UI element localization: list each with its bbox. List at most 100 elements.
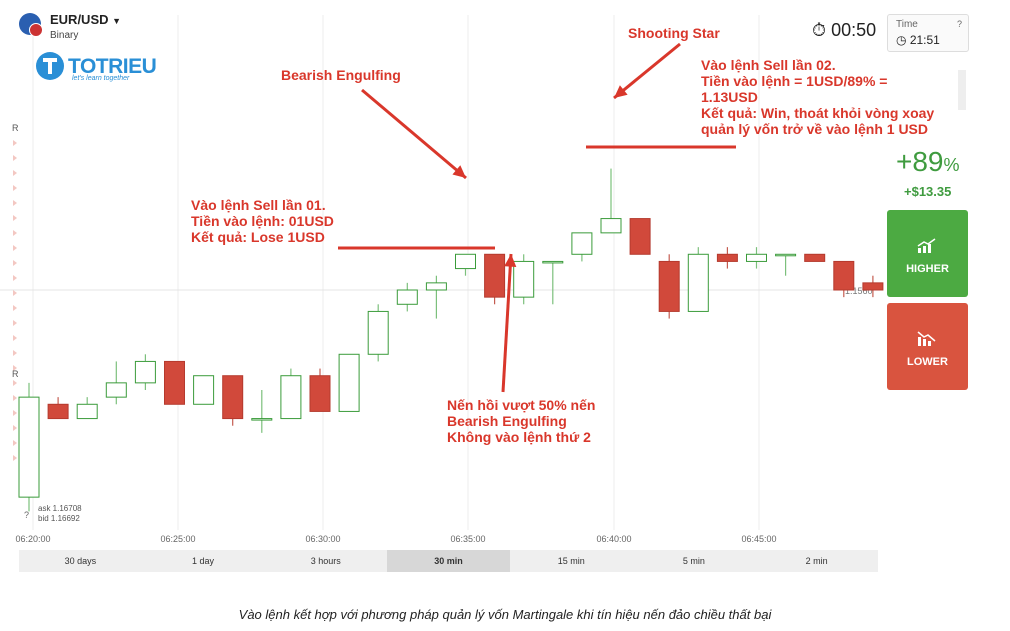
bear-candle xyxy=(309,375,331,412)
arrow-shooting-star-head xyxy=(614,85,628,98)
annotation-line: Bearish Engulfing xyxy=(447,413,567,429)
arrow-retrace-head xyxy=(504,254,517,267)
annotation-line: Tiền vào lệnh: 01USD xyxy=(191,213,334,229)
side-arrow-icon xyxy=(13,455,17,461)
timeframe-option[interactable]: 3 hours xyxy=(310,556,341,566)
payout-profit: +$13.35 xyxy=(904,184,952,199)
bear-candle xyxy=(804,253,826,262)
ask-value: ask 1.16708 xyxy=(38,504,82,513)
lower-button[interactable]: LOWER xyxy=(887,303,968,390)
annotation-line: Kết quả: Lose 1USD xyxy=(191,229,325,245)
higher-label: HIGHER xyxy=(906,263,949,275)
bull-candle xyxy=(193,375,215,405)
bear-candle xyxy=(484,253,506,298)
side-arrow-icon xyxy=(13,305,17,311)
bull-candle xyxy=(396,289,418,305)
trend-up-icon xyxy=(917,238,936,253)
side-arrow-icon xyxy=(13,200,17,206)
timeframe-option[interactable]: 30 min xyxy=(387,550,510,572)
trend-down-icon xyxy=(917,331,936,346)
timer-value: 00:50 xyxy=(831,20,877,40)
bull-candle xyxy=(600,218,622,234)
timeframe-option[interactable]: 2 min xyxy=(805,556,828,566)
bear-candle xyxy=(716,253,738,262)
bull-candle xyxy=(775,253,797,257)
logo-text: TOTRIEU xyxy=(68,55,157,78)
side-arrow-icon xyxy=(13,245,17,251)
annotation-line: Không vào lệnh thứ 2 xyxy=(447,429,591,445)
payout-percent: +89% xyxy=(896,146,960,178)
bear-candle xyxy=(862,282,884,291)
annotation-line: Vào lệnh Sell lần 01. xyxy=(191,197,326,213)
bull-candle xyxy=(251,418,273,421)
bear-candle xyxy=(658,260,680,312)
payout-value: +89 xyxy=(896,146,944,177)
annotation-line: Kết quả: Win, thoát khỏi vòng xoay xyxy=(701,105,935,121)
time-value: ◷ 21:51 xyxy=(896,33,940,47)
bull-candle xyxy=(746,253,767,262)
stopwatch-icon: ⏱ xyxy=(812,20,827,40)
bull-candle xyxy=(542,260,564,264)
annotation-line: Tiền vào lệnh = 1USD/89% = xyxy=(701,73,888,89)
x-tick-label: 06:20:00 xyxy=(15,534,50,544)
x-tick-label: 06:45:00 xyxy=(741,534,776,544)
timeframe-option[interactable]: 15 min xyxy=(557,556,585,566)
bear-candle xyxy=(222,375,244,420)
arrow-bearish-engulfing-head xyxy=(452,165,466,178)
bear-candle xyxy=(629,218,651,255)
timeframe-option[interactable]: 30 days xyxy=(64,556,97,566)
bear-candle xyxy=(164,360,185,405)
side-arrow-icon xyxy=(13,290,17,296)
bull-candle xyxy=(134,360,156,384)
logo-icon xyxy=(34,50,68,87)
side-arrow-icon xyxy=(13,380,17,386)
side-arrow-icon xyxy=(13,365,17,371)
annotation-line: Nến hồi vượt 50% nến xyxy=(447,397,596,413)
side-scroll[interactable] xyxy=(958,70,966,110)
side-arrow-icon xyxy=(13,170,17,176)
annotation-shooting-star: Shooting Star xyxy=(628,25,720,41)
annotation-retrace: Nến hồi vượt 50% nến Bearish Engulfing K… xyxy=(447,397,595,445)
bull-candle xyxy=(280,375,302,420)
logo-tagline: let's learn together xyxy=(72,75,130,82)
x-tick-label: 06:40:00 xyxy=(596,534,631,544)
side-arrow-icon xyxy=(13,350,17,356)
side-arrow-icon xyxy=(13,335,17,341)
x-tick-label: 06:30:00 xyxy=(305,534,340,544)
bull-candle xyxy=(105,382,127,398)
side-arrow-icon xyxy=(13,155,17,161)
time-value-text: 21:51 xyxy=(909,33,940,47)
figure-caption: Vào lệnh kết hợp với phương pháp quản lý… xyxy=(238,607,772,622)
x-tick-label: 06:25:00 xyxy=(160,534,195,544)
annotation-line: quản lý vốn trở về vào lệnh 1 USD xyxy=(701,121,929,137)
flag-icon xyxy=(19,13,43,37)
arrow-retrace xyxy=(501,253,513,393)
help-icon[interactable]: ? xyxy=(956,19,962,29)
chevron-down-icon: ▼ xyxy=(112,16,122,26)
side-arrow-icon xyxy=(13,260,17,266)
annotation-sell-1: Vào lệnh Sell lần 01. Tiền vào lệnh: 01U… xyxy=(191,197,334,245)
side-arrow-icon xyxy=(13,395,17,401)
expiry-timer: ⏱ 00:50 xyxy=(812,20,876,41)
time-label: Time xyxy=(896,19,918,30)
lower-label: LOWER xyxy=(907,356,948,368)
annotation-line: 1.13USD xyxy=(701,89,758,105)
side-marker-upper: R xyxy=(12,123,19,133)
bear-candle xyxy=(47,403,69,420)
timeframe-option[interactable]: 5 min xyxy=(682,556,705,566)
ask-bid-readout: ask 1.16708 bid 1.16692 xyxy=(38,504,82,524)
bull-candle xyxy=(76,403,98,420)
higher-button[interactable]: HIGHER xyxy=(887,210,968,297)
annotation-sell-2: Vào lệnh Sell lần 02. Tiền vào lệnh = 1U… xyxy=(701,57,934,137)
side-arrow-icon xyxy=(13,425,17,431)
annotation-bearish-engulfing: Bearish Engulfing xyxy=(281,67,401,83)
bear-candle xyxy=(833,260,855,291)
info-icon[interactable]: ? xyxy=(24,510,30,520)
time-selector[interactable]: Time ? ◷ 21:51 xyxy=(887,14,969,52)
bull-candle xyxy=(455,253,476,270)
asset-selector[interactable]: EUR/USD ▼ xyxy=(50,12,121,27)
timeframe-option[interactable]: 1 day xyxy=(192,556,215,566)
side-arrow-icon xyxy=(13,410,17,416)
side-marker-lower: R xyxy=(12,369,19,379)
